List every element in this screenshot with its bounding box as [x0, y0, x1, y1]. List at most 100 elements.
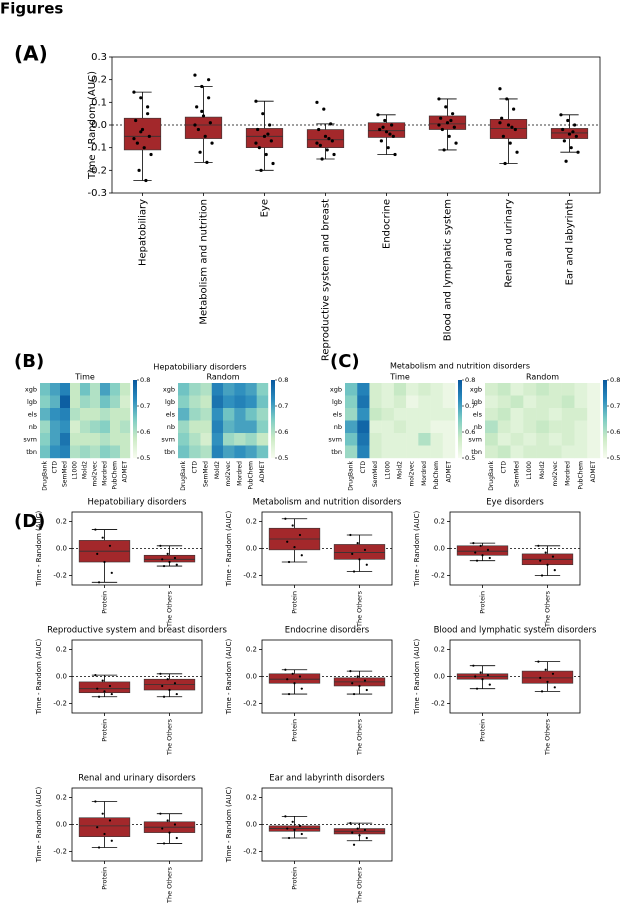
subplot-title: Time [74, 373, 95, 382]
chart-title: Ear and labyrinth disorders [269, 774, 385, 784]
heatmap-cell [100, 395, 111, 409]
colorbar-tick-label: 0.6 [610, 428, 620, 436]
column-label: DrugBank [348, 460, 355, 490]
data-point [352, 692, 356, 696]
data-point [173, 556, 177, 560]
data-point [162, 695, 166, 698]
data-point [539, 676, 542, 679]
heatmap-cell [50, 395, 61, 409]
row-label: lgb [165, 398, 175, 406]
heatmap-cell [430, 383, 443, 396]
data-point [108, 684, 112, 688]
heatmap-cell [430, 445, 443, 459]
data-point [358, 684, 361, 688]
column-label: mol2vec [409, 461, 416, 487]
y-tick-label: 0.0 [246, 821, 257, 829]
y-tick-label: 0.0 [434, 545, 445, 553]
colorbar-tick-label: 0.6 [140, 428, 150, 436]
colorbar-tick-label: 0.6 [278, 428, 288, 436]
heatmap-cell [587, 420, 601, 434]
heatmap-cell [357, 383, 370, 396]
data-point [488, 556, 491, 560]
x-tick-label: Renal and urinary [504, 199, 515, 288]
column-label: mol2vec [92, 461, 99, 487]
plot-frame [71, 787, 203, 862]
y-tick-label: 0.2 [56, 793, 67, 801]
box [306, 129, 345, 148]
x-tick-label: Protein [479, 591, 487, 614]
y-axis-label: Time - Random (AUC) [87, 71, 98, 180]
data-point [393, 152, 397, 157]
heatmap-cell [100, 383, 111, 396]
heatmap-cell [406, 433, 419, 446]
heatmap-cell [100, 408, 111, 421]
heatmap-cell [536, 445, 550, 459]
data-point [96, 552, 99, 556]
heatmap-cell [548, 433, 562, 446]
heatmap-cell [256, 433, 269, 446]
data-point [284, 668, 287, 671]
data-point [576, 150, 580, 154]
heatmap-cell [485, 408, 498, 421]
data-point [365, 836, 368, 840]
heatmap-cell [120, 408, 131, 421]
data-point [210, 141, 214, 145]
column-label: L1000 [526, 461, 533, 480]
column-label: ADMET [259, 461, 266, 483]
heatmap-cell [234, 445, 246, 459]
heatmap-cell [60, 408, 71, 421]
heatmap-cell [485, 395, 498, 409]
heatmap-cell [90, 408, 101, 421]
data-point [479, 671, 482, 674]
chart-title: Hepatobiliary disorders [153, 363, 246, 372]
row-label: els [333, 410, 343, 418]
data-point [108, 544, 112, 547]
heatmap-cell [587, 383, 601, 396]
panel-label: (C) [330, 351, 360, 372]
data-point [440, 127, 444, 132]
heatmap-cell [548, 445, 562, 459]
colorbar-tick-label: 0.7 [140, 402, 150, 410]
data-point [351, 831, 354, 834]
data-point [144, 178, 148, 183]
row-label: svm [328, 435, 342, 443]
heatmap-cell [178, 420, 190, 434]
heatmap-cell [256, 420, 269, 434]
data-point [569, 146, 573, 150]
heatmap-cell [90, 420, 101, 434]
data-point [352, 843, 356, 846]
data-point [503, 161, 507, 166]
heatmap-cell [100, 445, 111, 459]
heatmap-cell [442, 433, 456, 446]
data-point [137, 168, 141, 172]
heatmap-cell [523, 383, 537, 396]
data-point [544, 551, 547, 554]
data-point [256, 127, 260, 132]
data-point [139, 96, 143, 100]
data-point [349, 533, 352, 537]
heatmap-cell [234, 408, 246, 421]
data-point [444, 105, 448, 109]
heatmap-cell [80, 408, 91, 421]
data-point [135, 141, 139, 145]
data-point [268, 123, 272, 127]
heatmap-cell [357, 433, 370, 446]
x-tick-label: Protein [479, 719, 487, 742]
data-point [103, 832, 106, 836]
data-point [254, 141, 258, 145]
heatmap-cell [430, 408, 443, 421]
y-axis-label: Time - Random (AUC) [225, 786, 233, 863]
box [78, 817, 131, 837]
data-point [561, 127, 565, 132]
heatmap-cell [561, 420, 575, 434]
heatmap-cell [536, 395, 550, 409]
data-point [108, 819, 112, 822]
data-point [146, 105, 150, 109]
heatmap-cell [406, 408, 419, 421]
data-point [323, 134, 328, 138]
heatmap-cell [110, 383, 121, 396]
data-point [97, 695, 101, 698]
data-point [437, 123, 441, 127]
data-point [291, 672, 294, 675]
heatmap-cell [561, 383, 575, 396]
